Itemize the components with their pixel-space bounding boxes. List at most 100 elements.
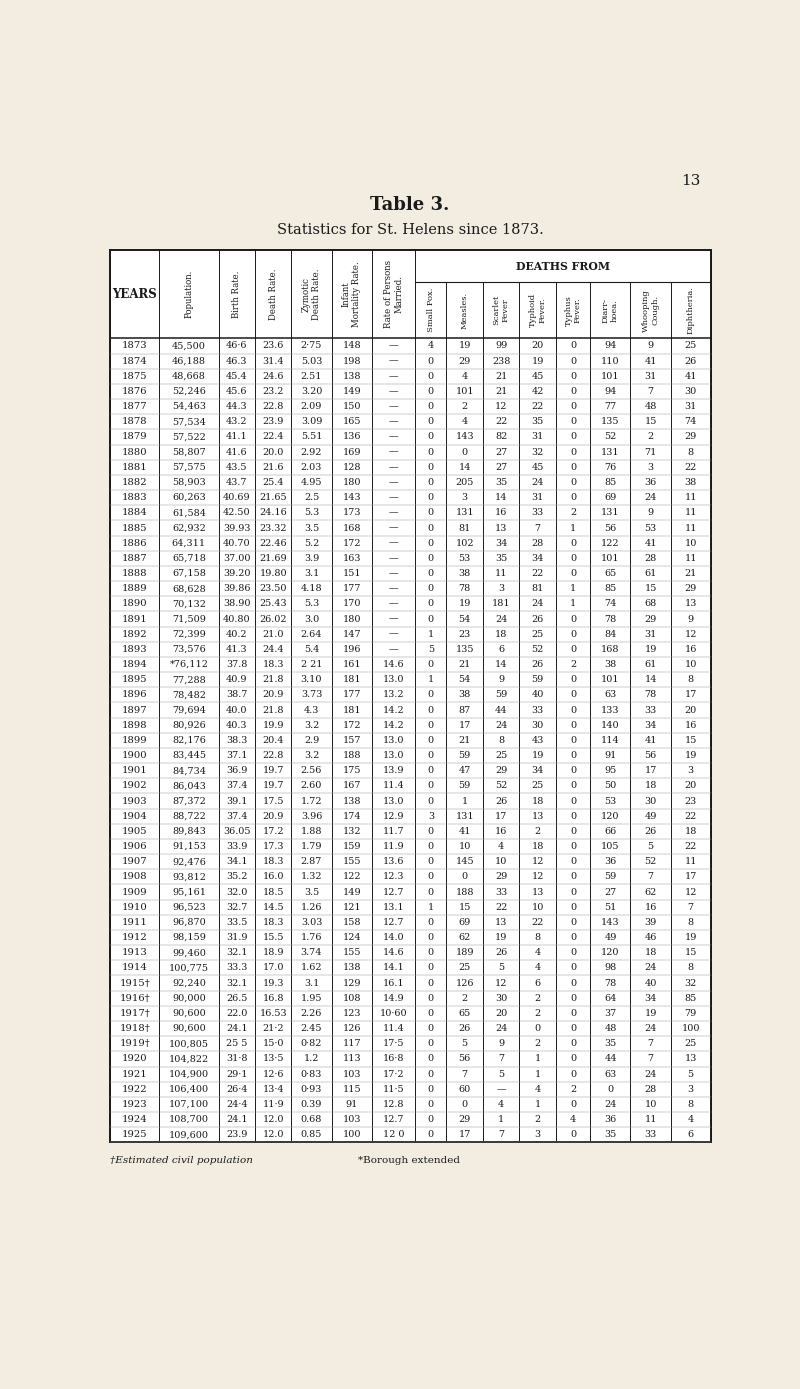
Text: 148: 148 [342, 342, 361, 350]
Text: 0: 0 [428, 888, 434, 896]
Text: 35: 35 [495, 478, 507, 488]
Text: 73,576: 73,576 [172, 644, 206, 654]
Text: 158: 158 [342, 918, 361, 926]
Text: 0: 0 [570, 1070, 576, 1079]
Text: 5.2: 5.2 [304, 539, 319, 547]
Text: 0: 0 [428, 585, 434, 593]
Text: 20: 20 [685, 706, 697, 714]
Text: 1: 1 [534, 1070, 541, 1079]
Text: 8: 8 [534, 933, 541, 942]
Text: 17.5: 17.5 [262, 796, 284, 806]
Text: 0: 0 [570, 767, 576, 775]
Text: 12: 12 [531, 857, 544, 867]
Text: 1919†: 1919† [119, 1039, 150, 1049]
Text: 22: 22 [495, 903, 507, 911]
Text: 0: 0 [428, 463, 434, 472]
Text: 3.03: 3.03 [301, 918, 322, 926]
Text: 3.2: 3.2 [304, 751, 319, 760]
Text: 42: 42 [531, 388, 544, 396]
Text: 15: 15 [685, 949, 697, 957]
Text: 52: 52 [495, 782, 507, 790]
Text: 27: 27 [495, 447, 507, 457]
Text: 103: 103 [342, 1115, 361, 1124]
Text: 10: 10 [685, 539, 697, 547]
Text: 1: 1 [570, 585, 576, 593]
Text: 17: 17 [644, 767, 657, 775]
Text: 92,476: 92,476 [172, 857, 206, 867]
Text: 136: 136 [342, 432, 361, 442]
Text: 47: 47 [458, 767, 471, 775]
Text: 100: 100 [682, 1024, 700, 1033]
Text: 0: 0 [570, 782, 576, 790]
Text: 0: 0 [570, 964, 576, 972]
Text: 122: 122 [601, 539, 620, 547]
Text: 109,600: 109,600 [169, 1131, 209, 1139]
Text: 26.02: 26.02 [259, 614, 287, 624]
Text: 11: 11 [684, 524, 697, 532]
Text: 0: 0 [570, 478, 576, 488]
Text: 0: 0 [428, 508, 434, 517]
Text: 27: 27 [495, 463, 507, 472]
Text: 0: 0 [570, 614, 576, 624]
Text: 2: 2 [534, 1115, 541, 1124]
Text: 133: 133 [601, 706, 620, 714]
Text: 13.0: 13.0 [382, 736, 404, 745]
Text: 59: 59 [458, 782, 470, 790]
Text: —: — [389, 644, 398, 654]
Text: 21.8: 21.8 [262, 675, 284, 685]
Text: 1900: 1900 [122, 751, 147, 760]
Text: Table 3.: Table 3. [370, 196, 450, 214]
Text: 3.1: 3.1 [304, 569, 319, 578]
Text: 0: 0 [607, 1085, 614, 1093]
Text: —: — [496, 1085, 506, 1093]
Text: 25: 25 [495, 751, 507, 760]
Text: 11.4: 11.4 [382, 782, 405, 790]
Text: 13.6: 13.6 [382, 857, 404, 867]
Text: 14: 14 [495, 493, 507, 503]
Text: Measles.: Measles. [461, 292, 469, 329]
Text: 24.1: 24.1 [226, 1024, 247, 1033]
Text: 0: 0 [570, 675, 576, 685]
Text: 1904: 1904 [122, 811, 147, 821]
Text: 22.8: 22.8 [262, 751, 284, 760]
Text: 25 5: 25 5 [226, 1039, 247, 1049]
Text: 18: 18 [531, 796, 544, 806]
Text: 94: 94 [604, 388, 617, 396]
Text: 0: 0 [570, 357, 576, 365]
Text: 1890: 1890 [122, 599, 147, 608]
Text: —: — [389, 614, 398, 624]
Text: 1907: 1907 [122, 857, 147, 867]
Text: 2.56: 2.56 [301, 767, 322, 775]
Text: 61: 61 [644, 660, 657, 669]
Text: 7: 7 [534, 524, 541, 532]
Text: 0: 0 [570, 644, 576, 654]
Text: 16: 16 [495, 508, 507, 517]
Text: 11: 11 [684, 857, 697, 867]
Text: 26: 26 [531, 660, 544, 669]
Text: 1899: 1899 [122, 736, 147, 745]
Text: 18: 18 [531, 842, 544, 851]
Text: 7: 7 [647, 1054, 654, 1064]
Text: 44: 44 [604, 1054, 617, 1064]
Text: 1880: 1880 [122, 447, 147, 457]
Text: 34: 34 [531, 767, 544, 775]
Text: †Estimated civil population: †Estimated civil population [110, 1156, 253, 1165]
Text: 0: 0 [428, 872, 434, 882]
Text: 59: 59 [604, 872, 617, 882]
Text: 10: 10 [685, 660, 697, 669]
Text: 0: 0 [428, 767, 434, 775]
Text: 40: 40 [644, 979, 657, 988]
Text: 3.1: 3.1 [304, 979, 319, 988]
Text: —: — [389, 629, 398, 639]
Text: 0: 0 [570, 979, 576, 988]
Text: 1884: 1884 [122, 508, 147, 517]
Text: —: — [389, 539, 398, 547]
Text: 13.1: 13.1 [382, 903, 404, 911]
Text: 41: 41 [458, 826, 471, 836]
Text: 29: 29 [458, 1115, 470, 1124]
Text: 12.3: 12.3 [382, 872, 404, 882]
Text: 29: 29 [685, 585, 697, 593]
Text: 33: 33 [645, 1131, 657, 1139]
Text: 0: 0 [570, 811, 576, 821]
Text: 0: 0 [570, 736, 576, 745]
